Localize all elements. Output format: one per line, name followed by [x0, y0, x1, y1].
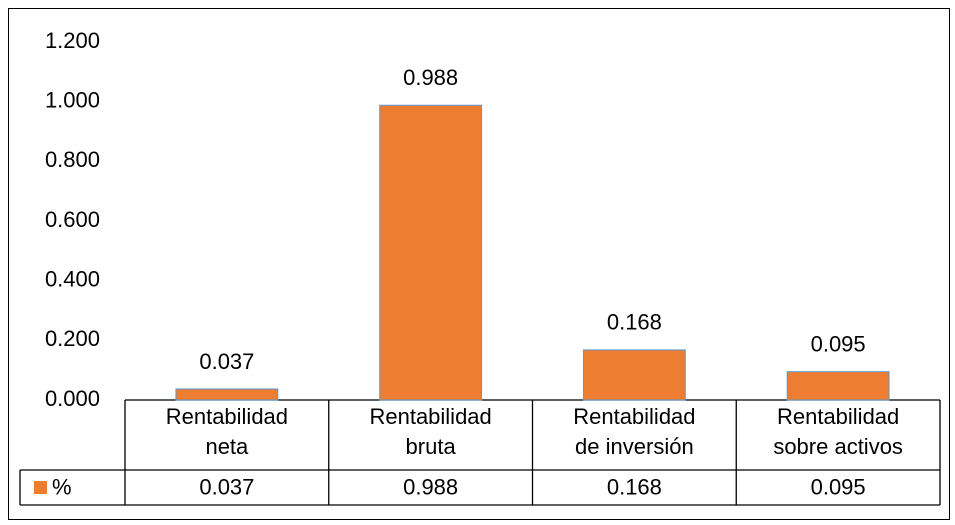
- x-tick-label: Rentabilidad sobre activos: [773, 404, 903, 459]
- data-label: 0.168: [607, 310, 662, 335]
- x-tick-label: Rentabilidad de inversión: [573, 404, 695, 459]
- y-tick-label: 0.000: [45, 386, 100, 411]
- bar: [175, 388, 279, 401]
- y-tick-label: 0.400: [45, 266, 100, 291]
- y-tick-label: 0.600: [45, 207, 100, 232]
- data-label: 0.095: [811, 331, 866, 356]
- table-value: 0.095: [811, 474, 866, 499]
- table-value: 0.168: [607, 474, 662, 499]
- table-value: 0.988: [403, 474, 458, 499]
- x-tick-label: Rentabilidad bruta: [369, 404, 491, 459]
- legend-swatch: [34, 481, 47, 494]
- legend-label: %: [52, 474, 72, 499]
- data-label: 0.988: [403, 65, 458, 90]
- bar: [582, 349, 686, 401]
- data-label: 0.037: [199, 349, 254, 374]
- bar: [786, 371, 890, 401]
- x-tick-label: Rentabilidad neta: [166, 404, 288, 459]
- y-tick-label: 1.000: [45, 87, 100, 112]
- y-tick-label: 0.800: [45, 147, 100, 172]
- y-tick-label: 1.200: [45, 28, 100, 53]
- y-tick-label: 0.200: [45, 326, 100, 351]
- table-value: 0.037: [199, 474, 254, 499]
- bar: [379, 104, 483, 401]
